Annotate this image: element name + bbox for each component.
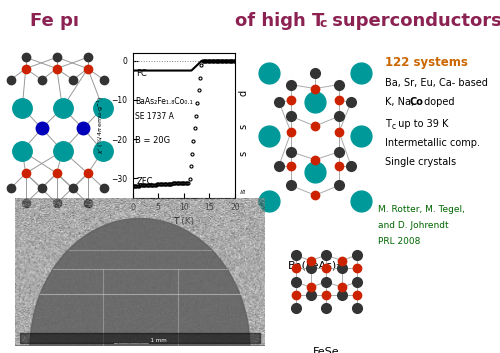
Text: T: T (384, 119, 390, 128)
Text: s: s (239, 124, 249, 129)
Text: d: d (239, 90, 249, 96)
Text: SE 1737 A: SE 1737 A (135, 113, 174, 121)
Text: _____________ 1 mm: _____________ 1 mm (113, 337, 167, 343)
Text: Single crystals: Single crystals (384, 157, 456, 167)
Text: FeSe: FeSe (313, 347, 340, 353)
Text: BaAs₂Fe₁.₈Co₀.₁: BaAs₂Fe₁.₈Co₀.₁ (135, 97, 193, 106)
Text: PRL 2008: PRL 2008 (378, 237, 420, 245)
Text: ls: ls (241, 188, 247, 193)
Text: c: c (392, 122, 396, 131)
Text: doped: doped (421, 97, 454, 107)
Text: of high T: of high T (235, 12, 324, 30)
Text: Intermetallic comp.: Intermetallic comp. (384, 138, 480, 148)
Text: K, Na,: K, Na, (384, 97, 417, 107)
Text: up to 39 K: up to 39 K (395, 119, 448, 128)
Text: Ba(FeAs)₂: Ba(FeAs)₂ (288, 261, 342, 270)
Text: FC: FC (136, 70, 147, 78)
Text: s: s (239, 151, 249, 156)
Text: 122 systems: 122 systems (384, 56, 468, 70)
Text: B = 20G: B = 20G (135, 136, 170, 145)
Y-axis label: $\chi'$ (%/4$\pi$ emu·g$^{-1}$): $\chi'$ (%/4$\pi$ emu·g$^{-1}$) (96, 96, 106, 154)
Text: Fe pı: Fe pı (30, 12, 79, 30)
Text: M. Rotter, M. Tegel,: M. Rotter, M. Tegel, (378, 205, 464, 214)
Text: superconductors: superconductors (326, 12, 500, 30)
Text: Ba, Sr, Eu, Ca- based: Ba, Sr, Eu, Ca- based (384, 78, 488, 88)
Text: and D. Johrendt: and D. Johrendt (378, 221, 448, 229)
Text: c: c (319, 17, 326, 30)
X-axis label: T (K): T (K) (173, 217, 195, 226)
Text: ZFC: ZFC (136, 177, 153, 186)
Bar (20, 333, 260, 343)
Text: Co: Co (409, 97, 423, 107)
Polygon shape (15, 219, 265, 349)
